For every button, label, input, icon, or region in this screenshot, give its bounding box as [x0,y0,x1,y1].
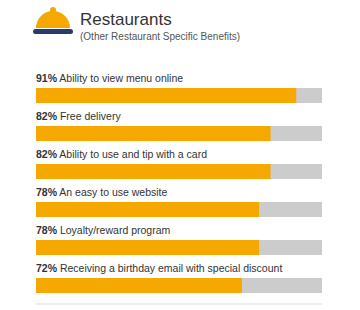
html-text:(Other Restaurant Specific Ben: (Other Restaurant Specific Benefits) [80,31,241,42]
svg-text:78% An easy to use website: 78% An easy to use website [36,186,167,198]
svg-text:72% Receiving a birthday email: 72% Receiving a birthday email with spec… [36,262,282,274]
svg-text:82% Ability to use and tip wit: 82% Ability to use and tip with a card [36,148,207,160]
html-text:Restaurants: Restaurants [80,10,172,29]
svg-text:91% Ability to view menu onlin: 91% Ability to view menu online [36,72,183,84]
svg-text:82% Free delivery: 82% Free delivery [36,110,121,122]
svg-text:78% Loyalty/reward program: 78% Loyalty/reward program [36,224,170,236]
